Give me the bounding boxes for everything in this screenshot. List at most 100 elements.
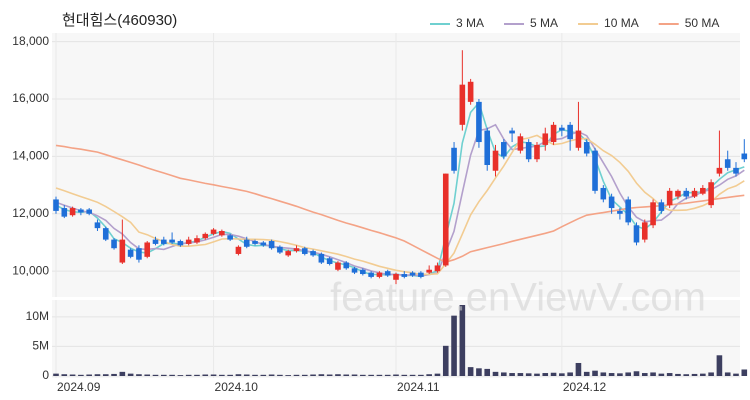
volume-bar	[335, 374, 341, 376]
volume-bar	[144, 374, 151, 376]
candle-body	[127, 249, 134, 257]
volume-bar	[53, 373, 59, 376]
candle-body	[78, 209, 84, 213]
volume-bar	[202, 374, 209, 376]
volume-bar	[376, 374, 383, 376]
x-tick-label: 2024.11	[397, 380, 440, 394]
candle-body	[343, 262, 350, 269]
volume-bar	[111, 373, 117, 376]
candle-body	[550, 124, 557, 143]
ma-line	[55, 134, 745, 276]
volume-bar	[102, 374, 109, 376]
volume-bar	[169, 374, 175, 376]
volume-bar	[567, 372, 573, 376]
volume-tick-label: 0	[42, 368, 49, 382]
volume-bar	[583, 371, 590, 376]
candle-body	[301, 248, 308, 254]
volume-bar	[86, 374, 92, 376]
candle-body	[351, 268, 358, 273]
candle-body	[119, 239, 126, 263]
candle-body	[277, 246, 283, 253]
candle-body	[69, 208, 76, 216]
chart-title: 현대힘스(460930)	[62, 12, 177, 29]
candle-body	[467, 81, 474, 102]
candle-body	[219, 231, 225, 236]
volume-bar	[459, 305, 466, 376]
volume-bar	[633, 371, 640, 376]
candle-body	[393, 274, 399, 280]
volume-tick-label: 10M	[26, 309, 49, 323]
grid	[52, 33, 740, 378]
volume-bar	[451, 315, 457, 376]
candle-body	[625, 199, 631, 223]
legend-label: 5 MA	[530, 16, 558, 30]
volume-bar	[94, 374, 101, 376]
volume-bar	[559, 373, 565, 376]
volume-bar	[368, 374, 374, 376]
candle-body	[459, 84, 466, 125]
candle-body	[152, 239, 159, 244]
candle-body	[111, 239, 117, 249]
candle-body	[683, 190, 690, 197]
volume-bar	[575, 362, 582, 376]
volume-bar	[185, 374, 192, 376]
y-tick-label: 18,000	[12, 34, 49, 48]
candle-body	[169, 239, 175, 243]
volume-bar	[691, 373, 698, 376]
y-tick-label: 12,000	[12, 206, 49, 220]
volume-bar	[152, 374, 159, 376]
volume-bar	[252, 374, 258, 376]
volume-bar	[119, 371, 126, 376]
volume-bar	[136, 374, 142, 376]
candle-body	[94, 222, 101, 229]
watermark: feature.enViewV.com	[330, 276, 706, 320]
candle-body	[434, 265, 441, 272]
volume-bar	[484, 368, 491, 376]
candle-body	[675, 190, 681, 197]
volume-bar	[675, 373, 681, 376]
volume-bar	[608, 373, 615, 376]
volume-bar	[501, 372, 507, 376]
x-tick-label: 2024.10	[215, 380, 259, 394]
volume-bar	[384, 374, 391, 376]
volume-bar	[260, 374, 267, 376]
volume-bar	[285, 375, 291, 376]
candle-body	[451, 147, 457, 171]
volume-bar	[301, 374, 308, 376]
volume-bar	[409, 374, 416, 376]
candle-body	[252, 241, 258, 244]
volume-bar	[326, 374, 333, 376]
legend-label: 3 MA	[456, 16, 484, 30]
volume-bar	[509, 373, 515, 376]
candle-body	[368, 272, 374, 277]
candle-body	[335, 262, 341, 270]
candle-body	[592, 150, 598, 191]
candle-body	[177, 241, 184, 246]
candle-body	[658, 202, 665, 211]
candle-body	[583, 142, 590, 154]
volume-bar	[625, 372, 631, 376]
volume-bar	[227, 374, 233, 376]
candle-body	[442, 173, 449, 266]
candle-body	[418, 272, 424, 277]
volume-bar	[492, 371, 499, 376]
volume-bar	[243, 374, 250, 376]
volume-bar	[401, 374, 408, 376]
volume-bar	[476, 368, 482, 376]
candle-body	[476, 101, 482, 143]
candle-body	[202, 233, 209, 239]
volume-bar	[708, 372, 714, 376]
candle-body	[268, 241, 275, 249]
volume-bar	[69, 374, 76, 376]
x-tick-label: 2024.09	[57, 380, 101, 394]
x-tick-label: 2024.12	[563, 380, 607, 394]
volume-tick-label: 5M	[32, 339, 49, 353]
candle-body	[102, 228, 109, 240]
candle-body	[708, 182, 714, 206]
volume-bar	[360, 374, 366, 376]
candle-body	[492, 150, 499, 171]
candle-body	[542, 133, 549, 145]
volume-bar	[219, 374, 225, 376]
candle-body	[534, 144, 540, 160]
